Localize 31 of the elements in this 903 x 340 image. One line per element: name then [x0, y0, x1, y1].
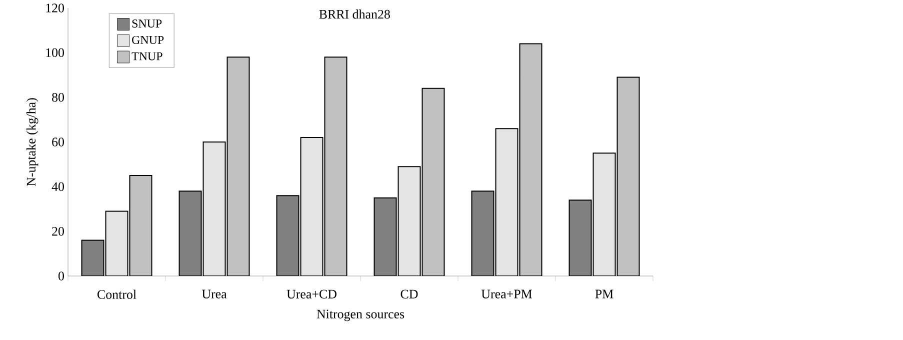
bar [129, 175, 152, 276]
legend-label: SNUP [132, 20, 162, 28]
bar [495, 128, 518, 276]
bar [592, 152, 616, 276]
x-tick-label: Control [97, 290, 136, 299]
x-tick-label: Urea+CD [286, 290, 336, 298]
x-tick-label: PM [595, 290, 614, 298]
y-axis-title: N-uptake (kg/ha) [26, 98, 38, 186]
bar [422, 88, 445, 276]
bar [616, 76, 640, 276]
y-tick-label: 100 [46, 48, 64, 58]
y-tick-label: 20 [52, 226, 64, 236]
chart-title: BRRI dhan28 [319, 10, 390, 19]
bar [324, 56, 348, 276]
x-tick-label: Urea [202, 290, 227, 298]
x-tick-label: Urea+PM [481, 290, 532, 298]
y-tick-label: 40 [52, 182, 64, 192]
y-tick-label: 60 [52, 138, 64, 146]
y-tick-label: 0 [58, 272, 64, 280]
y-tick-label: 80 [52, 92, 64, 102]
bar [105, 210, 128, 276]
bar [226, 56, 250, 276]
bar [519, 43, 542, 276]
y-tick-label: 120 [46, 4, 64, 12]
bar [202, 141, 226, 276]
legend-label: TNUP [132, 52, 162, 60]
legend-label: GNUP [132, 36, 164, 44]
x-axis-title: Nitrogen sources [316, 310, 404, 322]
x-tick-label: CD [400, 290, 418, 298]
bar [398, 166, 421, 276]
bar [300, 137, 324, 276]
